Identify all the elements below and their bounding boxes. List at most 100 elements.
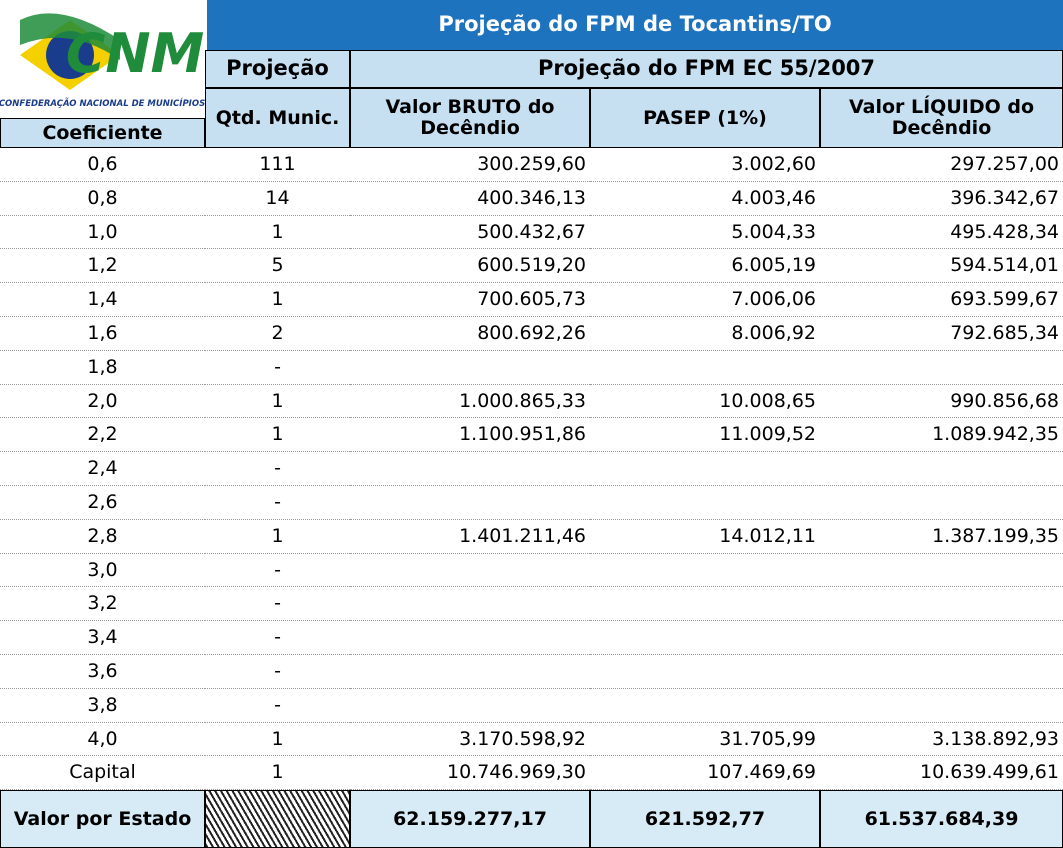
table-cell (590, 486, 820, 520)
table-cell: - (205, 554, 350, 588)
table-cell: 800.692,26 (350, 317, 590, 351)
table-cell: 3.170.598,92 (350, 723, 590, 757)
table-cell: - (205, 351, 350, 385)
table-cell: 10.008,65 (590, 385, 820, 419)
table-cell: 3.138.892,93 (820, 723, 1063, 757)
table-cell: 300.259,60 (350, 148, 590, 182)
table-cell (350, 689, 590, 723)
total-label: Valor por Estado (0, 790, 205, 848)
table-cell: 1 (205, 283, 350, 317)
table-cell: - (205, 587, 350, 622)
table-cell: 1,8 (0, 351, 205, 385)
table-cell: 1.100.951,86 (350, 418, 590, 453)
table-cell (590, 689, 820, 723)
table-cell: 3.002,60 (590, 148, 820, 182)
table-cell: - (205, 655, 350, 689)
table-cell: 5.004,33 (590, 216, 820, 250)
table-cell: 1 (205, 385, 350, 419)
table-cell: 2,4 (0, 452, 205, 486)
table-cell (820, 554, 1063, 588)
table-cell: 3,2 (0, 587, 205, 622)
table-cell: 14 (205, 182, 350, 216)
table-cell: 1 (205, 216, 350, 250)
total-value: 62.159.277,17 (350, 790, 590, 848)
table-cell (590, 587, 820, 622)
table-cell: 2,2 (0, 418, 205, 453)
logo-graphic: CNM CONFEDERAÇÃO NACIONAL DE MUNICÍPIOS (0, 13, 205, 109)
table-cell (350, 655, 590, 689)
table-cell (820, 587, 1063, 622)
table-cell: - (205, 621, 350, 655)
table-cell: 600.519,20 (350, 249, 590, 284)
table-cell: 7.006,06 (590, 283, 820, 317)
table-cell (820, 689, 1063, 723)
table-cell (350, 554, 590, 588)
table-cell: 8.006,92 (590, 317, 820, 351)
table-cell (350, 486, 590, 520)
table-cell: 495.428,34 (820, 216, 1063, 250)
table-cell: 1 (205, 520, 350, 554)
table-cell: - (205, 486, 350, 520)
table-cell (590, 655, 820, 689)
table-cell: 2 (205, 317, 350, 351)
group-header: Projeção do FPM EC 55/2007 (350, 50, 1063, 88)
table-cell: 3,6 (0, 655, 205, 689)
total-value: 621.592,77 (590, 790, 820, 848)
table-cell (590, 554, 820, 588)
table-cell: 10.639.499,61 (820, 756, 1063, 791)
table-cell: 500.432,67 (350, 216, 590, 250)
logo-globe (46, 31, 94, 79)
table-cell: 0,6 (0, 148, 205, 182)
table-cell: 2,8 (0, 520, 205, 554)
table-cell: 107.469,69 (590, 756, 820, 791)
table-cell: 396.342,67 (820, 182, 1063, 216)
table-cell: 700.605,73 (350, 283, 590, 317)
table-cell (820, 452, 1063, 486)
table-cell: 1,4 (0, 283, 205, 317)
table-cell (350, 351, 590, 385)
title: Projeção do FPM de Tocantins/TO (205, 0, 1063, 50)
column-header: Coeficiente (0, 118, 205, 148)
table-cell: 1.089.942,35 (820, 418, 1063, 453)
table-cell: - (205, 689, 350, 723)
table-cell: 1.401.211,46 (350, 520, 590, 554)
table-cell: 400.346,13 (350, 182, 590, 216)
logo: CNM CONFEDERAÇÃO NACIONAL DE MUNICÍPIOS (0, 0, 205, 118)
table-cell (820, 621, 1063, 655)
table-cell: 2,6 (0, 486, 205, 520)
column-header: Qtd. Munic. (205, 88, 350, 148)
table-cell (590, 351, 820, 385)
table-cell: 1 (205, 418, 350, 453)
logo-subtitle: CONFEDERAÇÃO NACIONAL DE MUNICÍPIOS (0, 97, 205, 109)
table-cell: 31.705,99 (590, 723, 820, 757)
total-value: 61.537.684,39 (820, 790, 1063, 848)
table-cell: 1,6 (0, 317, 205, 351)
table-cell: 11.009,52 (590, 418, 820, 453)
table-cell: 2,0 (0, 385, 205, 419)
table-cell (350, 621, 590, 655)
table-cell: 1,0 (0, 216, 205, 250)
table-cell: 1 (205, 723, 350, 757)
table-cell: 4.003,46 (590, 182, 820, 216)
table-cell: 14.012,11 (590, 520, 820, 554)
table-cell: 594.514,01 (820, 249, 1063, 284)
table-cell: 1.000.865,33 (350, 385, 590, 419)
hatched-cell (205, 790, 350, 848)
table-cell (350, 452, 590, 486)
table-cell: 3,0 (0, 554, 205, 588)
table-cell: - (205, 452, 350, 486)
table-cell: 0,8 (0, 182, 205, 216)
table-cell: 1.387.199,35 (820, 520, 1063, 554)
table-cell: 5 (205, 249, 350, 284)
column-header: Valor BRUTO do Decêndio (350, 88, 590, 148)
table-cell: 111 (205, 148, 350, 182)
column-header: PASEP (1%) (590, 88, 820, 148)
column-header: Valor LÍQUIDO do Decêndio (820, 88, 1063, 148)
table-cell: 3,8 (0, 689, 205, 723)
table-cell: 3,4 (0, 621, 205, 655)
group-header: Projeção (205, 50, 350, 88)
table-cell: 792.685,34 (820, 317, 1063, 351)
table-cell (590, 452, 820, 486)
table-cell: 990.856,68 (820, 385, 1063, 419)
